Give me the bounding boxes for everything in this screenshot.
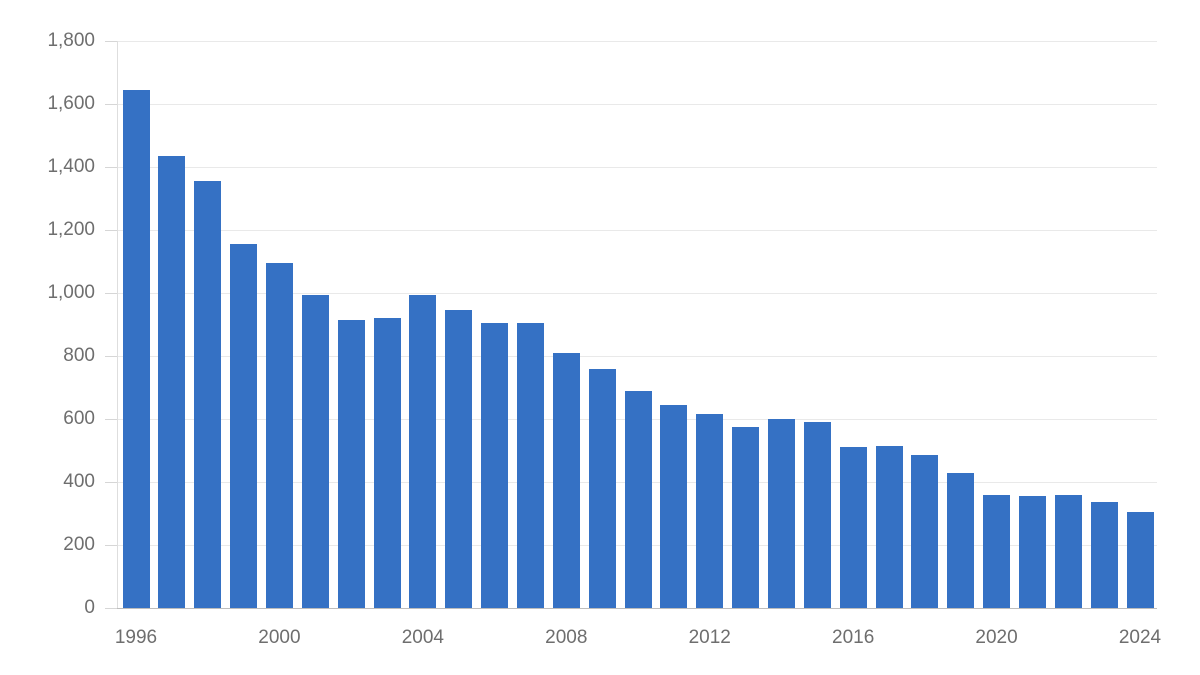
bar-2022 [1054, 494, 1082, 608]
y-tick-label: 600 [63, 408, 95, 429]
y-tick-label: 1,600 [47, 93, 95, 114]
bar-2016 [839, 447, 867, 608]
x-tick-label: 2024 [1118, 627, 1162, 648]
bar-2014 [767, 419, 795, 608]
bar-2011 [660, 404, 688, 608]
bar-2015 [803, 422, 831, 608]
y-tick-label: 0 [84, 597, 95, 618]
gridline [117, 104, 1157, 105]
x-tick-label: 1996 [114, 627, 158, 648]
y-axis-line [117, 41, 118, 608]
bar-2018 [911, 455, 939, 608]
y-tick-label: 800 [63, 345, 95, 366]
x-tick-label: 2016 [832, 627, 875, 648]
y-tick-label: 1,000 [47, 282, 95, 303]
y-tick-label: 1,800 [47, 30, 95, 51]
y-axis-tick [105, 356, 117, 357]
y-axis-tick [105, 230, 117, 231]
y-tick-label: 1,200 [47, 219, 95, 240]
bar-1997 [158, 155, 186, 608]
x-tick-label: 2008 [545, 627, 588, 648]
y-axis-tick [105, 104, 117, 105]
x-tick-label: 2012 [688, 627, 731, 648]
y-axis-tick [105, 293, 117, 294]
bar-2021 [1018, 495, 1046, 608]
bar-2009 [588, 368, 616, 608]
bar-2019 [947, 472, 975, 608]
x-tick-label: 2004 [401, 627, 444, 648]
gridline [117, 230, 1157, 231]
y-axis-tick [105, 482, 117, 483]
bar-2017 [875, 445, 903, 608]
bar-2020 [983, 494, 1011, 608]
x-tick-label: 2000 [258, 627, 301, 648]
x-axis-baseline [117, 608, 1157, 609]
y-tick-label: 200 [63, 534, 95, 555]
gridline [117, 293, 1157, 294]
bar-2013 [732, 426, 760, 608]
y-axis-tick [105, 419, 117, 420]
gridline [117, 41, 1157, 42]
bar-2007 [516, 322, 544, 608]
bar-2000 [265, 263, 293, 608]
bar-2002 [337, 319, 365, 608]
y-tick-label: 400 [63, 471, 95, 492]
bar-2004 [409, 294, 437, 608]
bar-2005 [445, 310, 473, 608]
bar-2008 [552, 352, 580, 608]
y-axis-tick [105, 545, 117, 546]
y-axis-tick [105, 167, 117, 168]
y-axis-tick [105, 608, 117, 609]
bar-2010 [624, 390, 652, 608]
y-axis-tick [105, 41, 117, 42]
y-tick-label: 1,400 [47, 156, 95, 177]
bar-1999 [230, 244, 258, 608]
x-tick-label: 2020 [975, 627, 1018, 648]
bar-2012 [696, 414, 724, 608]
bar-2024 [1126, 511, 1154, 608]
bar-2001 [301, 294, 329, 608]
bar-2006 [481, 322, 509, 608]
gridline [117, 167, 1157, 168]
gridline [117, 356, 1157, 357]
bar-2003 [373, 318, 401, 608]
bar-2023 [1090, 502, 1118, 608]
bar-1996 [122, 89, 150, 608]
bar-1998 [194, 181, 222, 608]
